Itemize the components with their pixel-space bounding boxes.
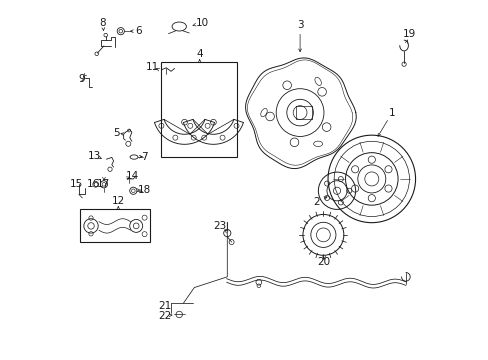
Text: 19: 19 bbox=[402, 29, 415, 39]
Bar bbox=[161, 62, 237, 157]
Text: 21: 21 bbox=[158, 301, 171, 311]
Text: 12: 12 bbox=[111, 196, 124, 206]
Text: 23: 23 bbox=[213, 221, 226, 230]
Text: 16: 16 bbox=[86, 179, 100, 189]
Bar bbox=[80, 210, 150, 242]
Text: 11: 11 bbox=[145, 62, 159, 72]
Text: 18: 18 bbox=[137, 185, 150, 195]
Text: 1: 1 bbox=[388, 108, 395, 118]
Text: 8: 8 bbox=[100, 18, 106, 28]
Text: 10: 10 bbox=[195, 18, 208, 28]
Text: 5: 5 bbox=[113, 128, 119, 138]
Text: 3: 3 bbox=[296, 20, 303, 30]
Text: 22: 22 bbox=[158, 311, 171, 320]
Text: 6: 6 bbox=[135, 26, 142, 36]
Text: 14: 14 bbox=[126, 171, 139, 181]
Text: 15: 15 bbox=[69, 179, 82, 189]
Text: 2: 2 bbox=[312, 197, 319, 207]
Text: 13: 13 bbox=[88, 150, 101, 161]
Text: 20: 20 bbox=[317, 257, 330, 267]
Text: 7: 7 bbox=[141, 152, 147, 162]
Text: 17: 17 bbox=[97, 179, 110, 189]
Text: 4: 4 bbox=[196, 49, 203, 59]
Text: 9: 9 bbox=[78, 74, 84, 84]
